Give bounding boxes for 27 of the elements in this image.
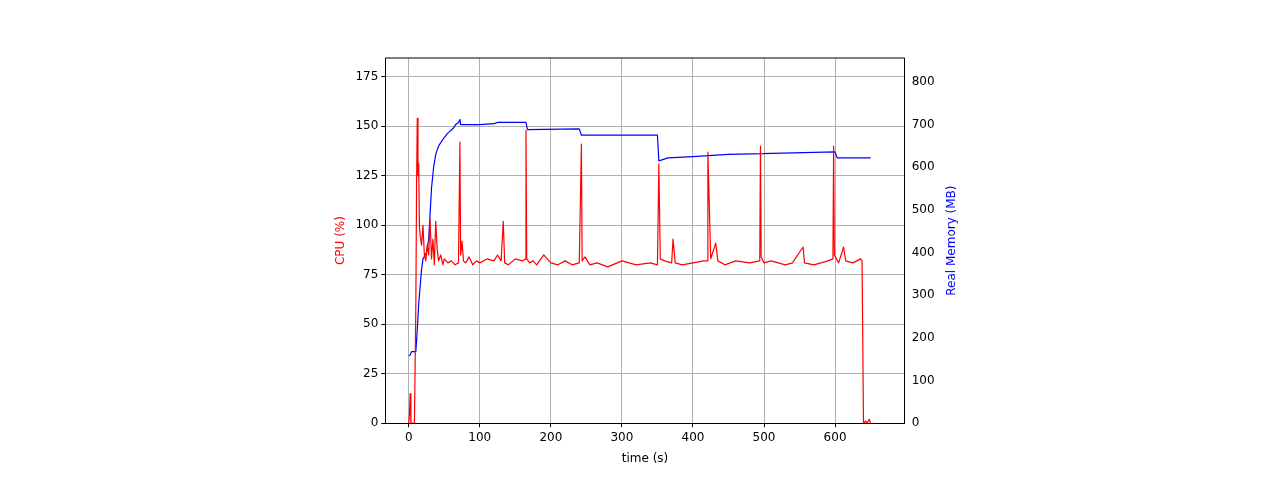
y2-tick-label: 0 <box>911 415 920 430</box>
y-tick-label: 25 <box>363 365 379 380</box>
y2-tick-label: 800 <box>911 74 935 89</box>
y-tick-label: 150 <box>355 118 379 133</box>
x-tick-label: 200 <box>539 429 563 444</box>
y2-tick-label: 400 <box>911 244 935 259</box>
x-tick-label: 300 <box>610 429 634 444</box>
x-tick-label: 600 <box>823 429 847 444</box>
y-tick-label: 175 <box>355 68 379 83</box>
y-tick-label: 50 <box>363 316 379 331</box>
y2-tick-label: 100 <box>911 372 935 387</box>
x-tick-label: 400 <box>681 429 705 444</box>
y-tick-label: 100 <box>355 217 379 232</box>
x-tick-label: 100 <box>468 429 492 444</box>
y2-axis-title: Real Memory (MB) <box>944 185 959 296</box>
y-tick-label: 125 <box>355 167 379 182</box>
y-tick-label: 0 <box>370 415 379 430</box>
y2-tick-label: 200 <box>911 330 935 344</box>
y2-tick-label: 500 <box>911 202 935 217</box>
y2-tick-label: 300 <box>911 287 935 302</box>
y-tick-label: 75 <box>363 266 379 281</box>
x-tick-label: 0 <box>404 429 413 444</box>
x-axis-title: time (s) <box>621 450 669 465</box>
y2-tick-label: 600 <box>911 159 935 174</box>
y-axis-title: CPU (%) <box>333 216 348 266</box>
x-tick-label: 500 <box>752 429 776 444</box>
y2-tick-label: 700 <box>911 116 935 131</box>
